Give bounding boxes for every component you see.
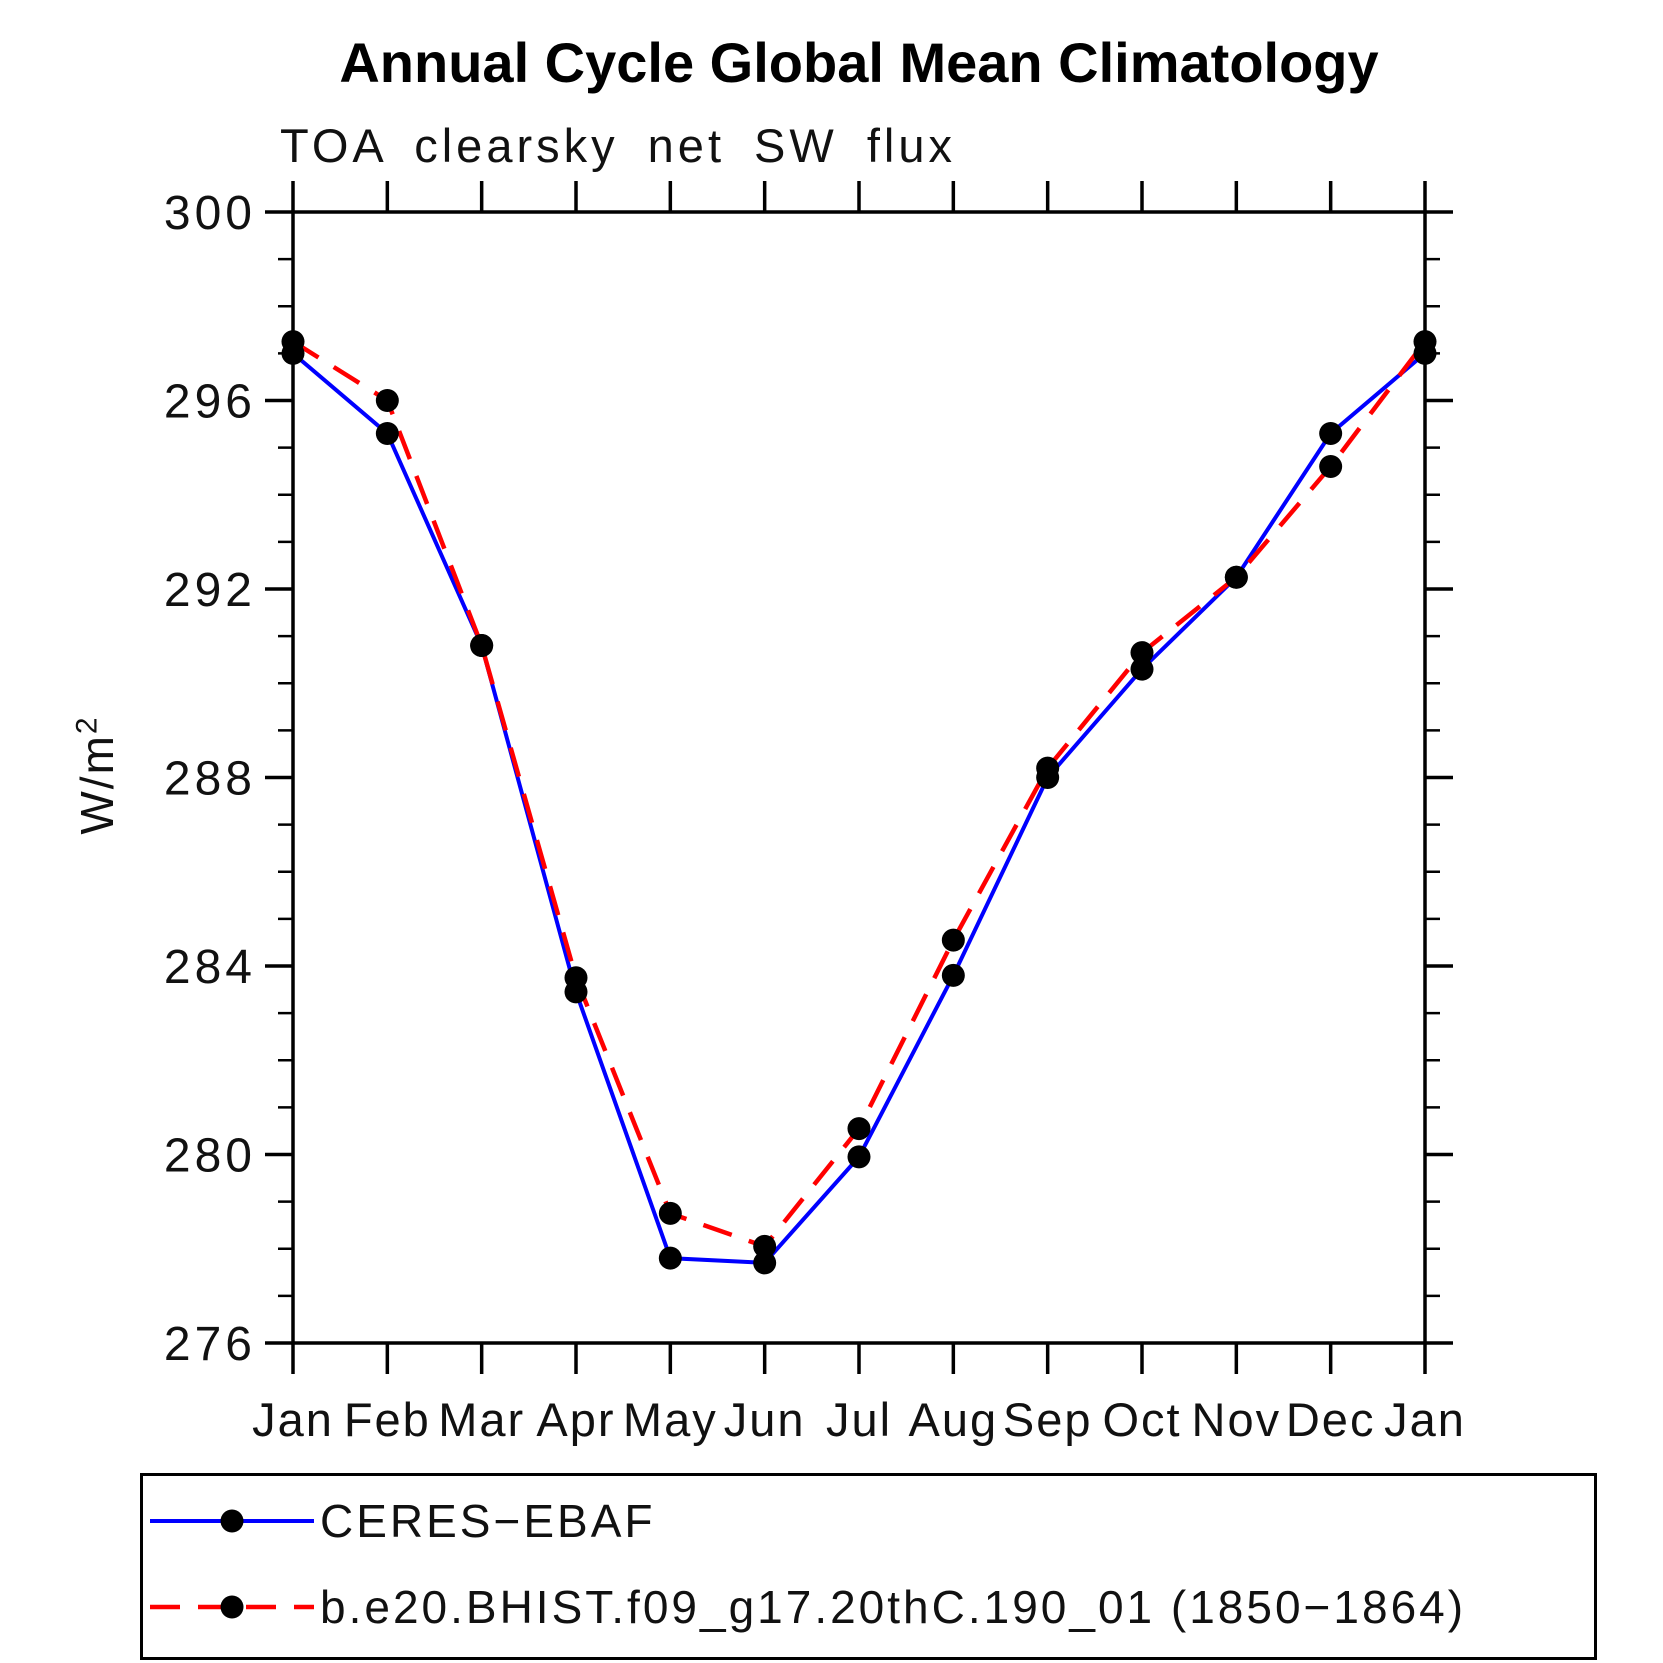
data-point-marker	[1224, 565, 1248, 589]
x-tick-label: Nov	[1192, 1393, 1282, 1446]
x-tick-label: Jul	[826, 1393, 892, 1446]
data-point-marker	[375, 389, 399, 412]
x-tick-label: Oct	[1102, 1393, 1181, 1446]
y-major-ticks	[265, 210, 1453, 1345]
x-tick-label: Aug	[909, 1393, 999, 1446]
data-point-marker	[847, 1145, 871, 1169]
series-line-1	[291, 339, 1427, 1250]
chart-subtitle: TOA clearsky net SW flux	[280, 119, 956, 172]
legend-label: CERES−EBAF	[320, 1495, 656, 1547]
data-point-marker	[658, 1201, 682, 1225]
legend-marker-solid-line	[150, 1509, 314, 1533]
data-point-marker	[1130, 657, 1154, 681]
legend-dot	[220, 1595, 244, 1619]
y-tick-label: 300	[164, 187, 256, 240]
data-point-marker	[1413, 330, 1437, 354]
x-tick-labels: Jan Feb Mar Apr May Jun Jul Aug Sep Oct Nov Dec Jan	[252, 1393, 1466, 1446]
y-minor-ticks	[278, 257, 1440, 1298]
chart-title: Annual Cycle Global Mean Climatology	[339, 31, 1379, 94]
data-point-marker	[847, 1117, 871, 1141]
data-point-marker	[1319, 454, 1343, 478]
data-point-marker	[941, 963, 965, 987]
data-point-marker	[753, 1251, 777, 1275]
data-point-marker	[658, 1246, 682, 1270]
x-tick-label: Sep	[1003, 1393, 1093, 1446]
data-point-marker	[1319, 421, 1343, 445]
data-point-marker	[1036, 756, 1060, 780]
data-point-marker	[281, 330, 305, 354]
data-point-marker	[470, 634, 494, 658]
x-tick-label: Apr	[536, 1393, 615, 1446]
x-tick-label: Feb	[344, 1393, 431, 1446]
x-tick-label: Jun	[724, 1393, 806, 1446]
x-tick-label: Mar	[438, 1393, 525, 1446]
data-point-marker	[1130, 641, 1154, 665]
series-markers-1	[281, 330, 1437, 1258]
legend-marker-dashed-line	[150, 1595, 314, 1619]
legend-item-ceres: CERES−EBAF	[148, 1495, 656, 1547]
y-tick-label: 296	[164, 376, 256, 429]
x-ticks	[291, 181, 1427, 1374]
y-tick-label: 276	[164, 1318, 256, 1371]
y-tick-label: 284	[164, 941, 256, 994]
x-tick-label: Jan	[252, 1393, 334, 1446]
x-tick-label: May	[623, 1393, 718, 1446]
data-point-marker	[564, 966, 588, 990]
x-tick-label: Dec	[1286, 1393, 1376, 1446]
y-tick-label: 288	[164, 753, 256, 806]
x-tick-label: Jan	[1384, 1393, 1466, 1446]
y-tick-label: 280	[164, 1130, 256, 1183]
data-point-marker	[753, 1234, 777, 1258]
data-point-marker	[375, 421, 399, 445]
plot-frame	[291, 210, 1427, 1345]
legend: CERES−EBAF b.e20.BHIST.f09_g17.20thC.190…	[140, 1473, 1597, 1660]
legend-item-model: b.e20.BHIST.f09_g17.20thC.190_01 (1850−1…	[148, 1581, 1466, 1633]
y-tick-label: 292	[164, 564, 256, 617]
y-tick-labels: 300 296 292 288 284 280 276	[164, 187, 256, 1371]
data-point-marker	[941, 928, 965, 952]
legend-dot	[220, 1509, 244, 1533]
legend-label: b.e20.BHIST.f09_g17.20thC.190_01 (1850−1…	[320, 1581, 1467, 1633]
